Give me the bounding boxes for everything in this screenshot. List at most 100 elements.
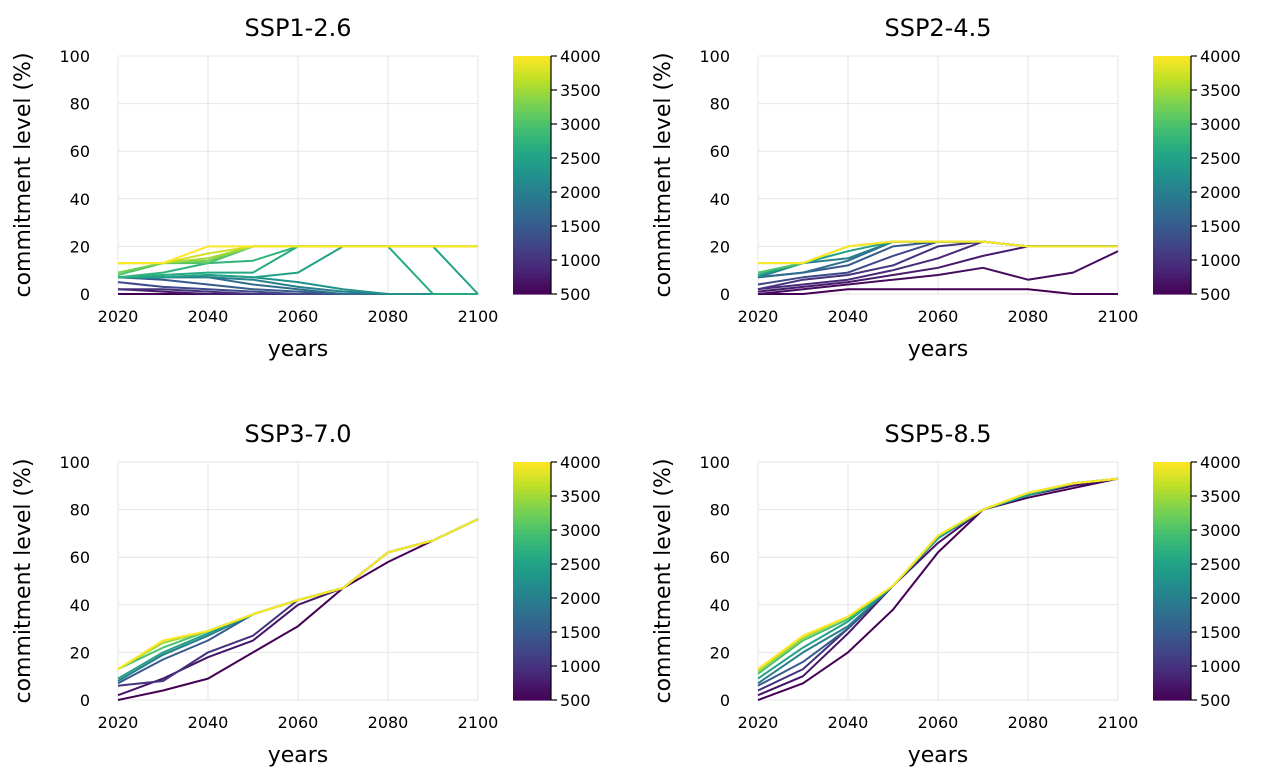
colorbar-segment [1153,107,1191,113]
colorbar-segment [513,513,551,519]
series-line-9 [757,477,1119,670]
chart-panel-4: 2020 2040 2060 2080 2100020406080100SSP5-8.5… [651,420,1241,768]
colorbar-segment [1153,596,1191,602]
colorbar-segment [1153,696,1191,701]
colorbar-segment [513,59,551,65]
colorbar-segment [513,517,551,523]
colorbar-segment [513,111,551,117]
colorbar-segment [513,143,551,148]
colorbar-segment [513,171,551,176]
colorbar-segment [1153,688,1191,693]
colorbar-segment [1153,616,1191,622]
colorbar-segment [1153,592,1191,598]
colorbar-segment [513,541,551,546]
colorbar-tick-label: 3500 [1200,487,1241,506]
colorbar-segment [1153,676,1191,681]
colorbar-segment [1153,497,1191,503]
colorbar-segment [1153,672,1191,677]
colorbar-tick-label: 1500 [1200,217,1241,236]
colorbar-segment [513,640,551,646]
colorbar-segment [1153,469,1191,475]
colorbar-segment [513,612,551,618]
colorbar-segment [1153,238,1191,244]
colorbar: 500 1000 1500 2000 2500 3000 3500 4000 [513,47,601,304]
colorbar-segment [1153,119,1191,125]
colorbar-segment [513,218,551,224]
colorbar-segment [513,584,551,590]
x-tick-label: 2080 [1008,307,1049,326]
colorbar-segment [513,608,551,614]
colorbar-segment [513,692,551,697]
colorbar-tick-label: 1000 [1200,251,1241,270]
y-axis-label: commitment level (%) [651,52,676,297]
colorbar-segment [1153,640,1191,646]
colorbar-segment [513,282,551,287]
colorbar-segment [1153,262,1191,267]
colorbar-segment [1153,266,1191,271]
colorbar-segment [513,636,551,642]
colorbar-tick-label: 3000 [1200,115,1241,134]
colorbar-segment [513,537,551,542]
colorbar-tick-label: 500 [560,691,591,710]
y-axis-label: commitment level (%) [11,458,36,703]
x-tick-label: 2020 [738,713,779,732]
colorbar-segment [513,604,551,610]
colorbar-segment [513,628,551,634]
colorbar-segment [513,521,551,527]
y-tick-label: 80 [710,95,730,114]
colorbar-segment [513,644,551,650]
colorbar-segment [1153,103,1191,109]
y-tick-label: 40 [710,190,730,209]
colorbar-segment [513,569,551,574]
colorbar-tick-label: 4000 [1200,453,1241,472]
colorbar-tick-label: 4000 [560,453,601,472]
colorbar-segment [513,246,551,251]
x-tick-label: 2080 [1008,713,1049,732]
colorbar-tick-label: 2000 [560,183,601,202]
colorbar-segment [1153,159,1191,164]
colorbar-segment [1153,505,1191,511]
colorbar-segment [1153,513,1191,519]
colorbar-segment [513,163,551,168]
colorbar-segment [513,258,551,263]
colorbar-segment [513,214,551,220]
y-tick-label: 60 [70,548,90,567]
colorbar-tick-label: 1500 [560,217,601,236]
colorbar-segment [1153,533,1191,538]
x-tick-label: 2100 [1098,307,1139,326]
colorbar-tick-label: 1500 [560,623,601,642]
x-tick-label: 2060 [278,307,319,326]
colorbar-segment [513,278,551,283]
colorbar-segment [1153,242,1191,247]
colorbar-segment [1153,553,1191,558]
colorbar-segment [513,676,551,681]
colorbar-segment [1153,569,1191,574]
colorbar-segment [1153,684,1191,689]
chart-panel-3: 2020 2040 2060 2080 2100020406080100SSP3-7.0… [11,420,601,768]
y-tick-label: 0 [80,285,90,304]
x-axis-label: years [908,743,969,768]
colorbar-segment [513,99,551,105]
y-tick-label: 20 [710,237,730,256]
colorbar-segment [1153,620,1191,626]
colorbar: 500 1000 1500 2000 2500 3000 3500 4000 [1153,453,1241,710]
chart-panel-1: 2020 2040 2060 2080 2100020406080100SSP1-2.6… [11,14,601,362]
colorbar-segment [1153,167,1191,172]
colorbar-segment [513,660,551,665]
colorbar-tick-label: 2500 [1200,555,1241,574]
colorbar-segment [1153,274,1191,279]
colorbar-tick-label: 500 [1200,285,1231,304]
colorbar-segment [1153,644,1191,650]
y-tick-label: 80 [70,95,90,114]
colorbar-segment [513,222,551,228]
y-tick-label: 60 [710,548,730,567]
colorbar-segment [513,182,551,188]
colorbar-segment [513,549,551,554]
colorbar-tick-label: 2000 [1200,589,1241,608]
colorbar-segment [1153,155,1191,160]
colorbar-segment [513,684,551,689]
colorbar-segment [513,226,551,232]
colorbar-segment [1153,521,1191,527]
colorbar-segment [513,238,551,244]
